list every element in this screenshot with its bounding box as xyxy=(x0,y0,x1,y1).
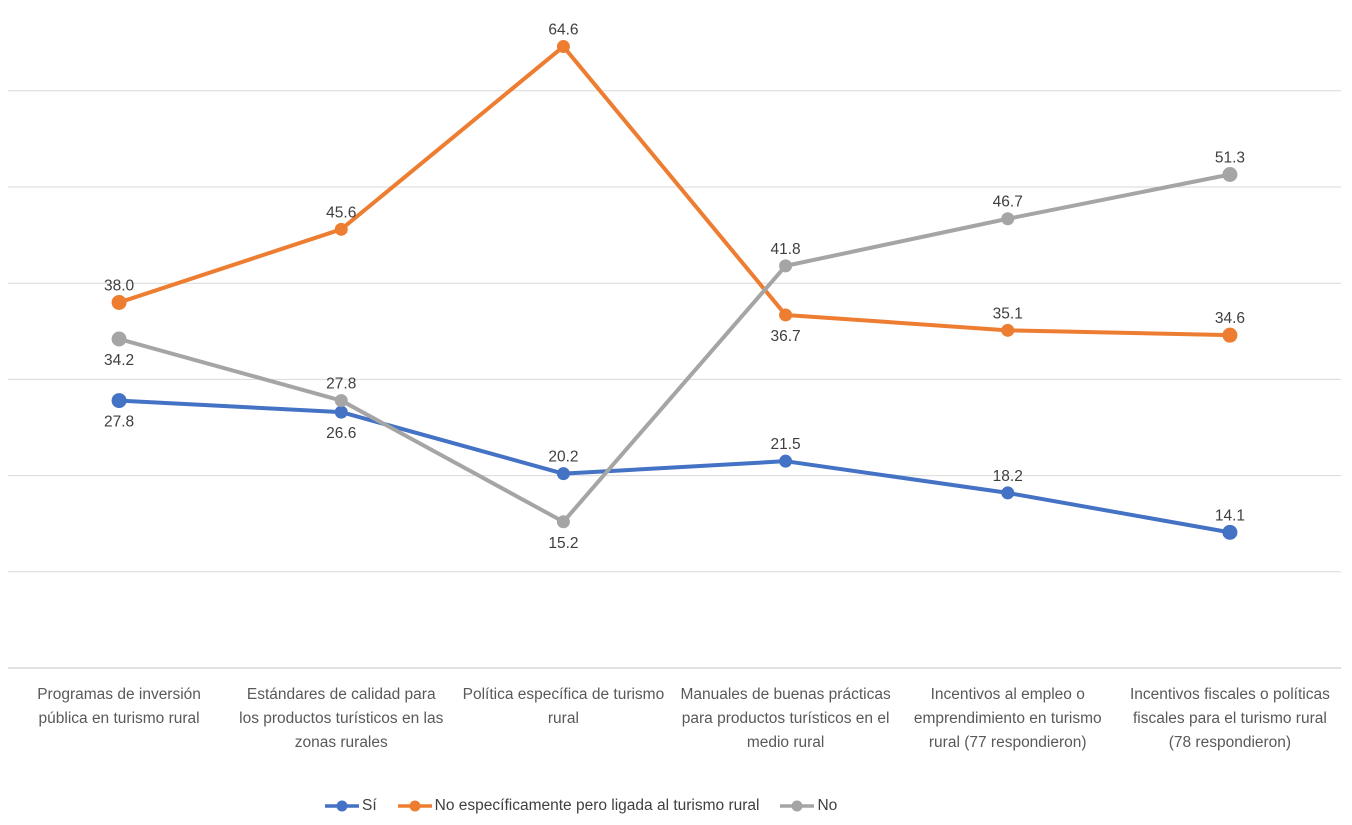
data-point-marker xyxy=(334,394,348,408)
series-line xyxy=(117,44,1232,338)
data-label: 21.5 xyxy=(770,436,800,453)
gridlines xyxy=(8,90,1341,573)
data-label: 18.2 xyxy=(993,468,1023,485)
legend-dot xyxy=(336,800,348,812)
data-point-marker xyxy=(1222,524,1238,540)
legend-item: No específicamente pero ligada al turism… xyxy=(397,797,760,815)
data-label: 34.2 xyxy=(104,352,134,369)
data-label: 20.2 xyxy=(548,449,578,466)
data-point-marker xyxy=(1001,212,1015,226)
data-label: 45.6 xyxy=(326,204,356,221)
data-label: 64.6 xyxy=(548,22,578,39)
legend-label: No específicamente pero ligada al turism… xyxy=(434,797,760,814)
category-label: Incentivos al empleo o emprendimiento en… xyxy=(913,686,1102,751)
series-3: 34.2 27.8 15.2 41.8 46.7 51.3 xyxy=(104,149,1245,551)
data-point-marker xyxy=(1001,486,1015,500)
category-label: Programas de inversión pública en turism… xyxy=(37,686,201,727)
data-point-marker xyxy=(779,259,793,273)
series-line xyxy=(117,172,1232,524)
series-1: 27.8 26.6 20.2 21.5 18.2 14.1 xyxy=(104,393,1245,540)
x-axis-labels: Programas de inversión pública en turism… xyxy=(0,683,1352,783)
legend-item: Sí xyxy=(325,797,377,815)
category-label: Estándares de calidad para los productos… xyxy=(239,686,444,751)
legend-dot xyxy=(409,800,421,812)
data-point-marker xyxy=(111,331,127,347)
legend-item: No xyxy=(780,797,837,815)
data-point-marker xyxy=(1222,327,1238,343)
data-point-marker xyxy=(556,515,570,529)
data-label: 38.0 xyxy=(104,277,135,294)
data-label: 51.3 xyxy=(1215,149,1245,166)
data-label: 41.8 xyxy=(770,241,800,258)
data-label: 15.2 xyxy=(548,535,578,552)
data-point-marker xyxy=(334,222,348,236)
data-label: 35.1 xyxy=(993,305,1023,322)
data-point-marker xyxy=(556,40,570,54)
legend-marker-icon xyxy=(325,800,359,812)
data-point-marker xyxy=(779,308,793,322)
data-point-marker xyxy=(334,405,348,419)
data-point-marker xyxy=(556,467,570,481)
data-point-marker xyxy=(1001,323,1015,337)
data-point-marker xyxy=(111,393,127,409)
category-label: Incentivos fiscales o políticas fiscales… xyxy=(1129,686,1330,751)
data-label: 27.8 xyxy=(104,414,134,431)
data-label: 34.6 xyxy=(1215,310,1245,327)
category-label: Manuales de buenas prácticas para produc… xyxy=(680,686,891,751)
legend-dot xyxy=(791,800,803,812)
data-label: 27.8 xyxy=(326,376,356,393)
legend-label: Sí xyxy=(362,797,377,814)
data-point-marker xyxy=(1222,166,1238,182)
data-point-marker xyxy=(111,294,127,310)
legend: Sí No específicamente pero ligada al turi… xyxy=(325,797,837,815)
legend-marker-icon xyxy=(780,800,815,812)
legend-label: No xyxy=(817,797,838,814)
data-label: 14.1 xyxy=(1215,507,1245,524)
legend-marker-icon xyxy=(397,800,432,812)
series-line xyxy=(117,398,1232,535)
data-label: 26.6 xyxy=(326,425,356,442)
data-label: 46.7 xyxy=(993,194,1023,211)
category-label: Política específica de turismo rural xyxy=(462,686,665,727)
data-label: 36.7 xyxy=(770,328,800,345)
data-point-marker xyxy=(779,454,793,468)
series-2: 38.0 45.6 64.6 36.7 35.1 34.6 xyxy=(104,22,1245,345)
